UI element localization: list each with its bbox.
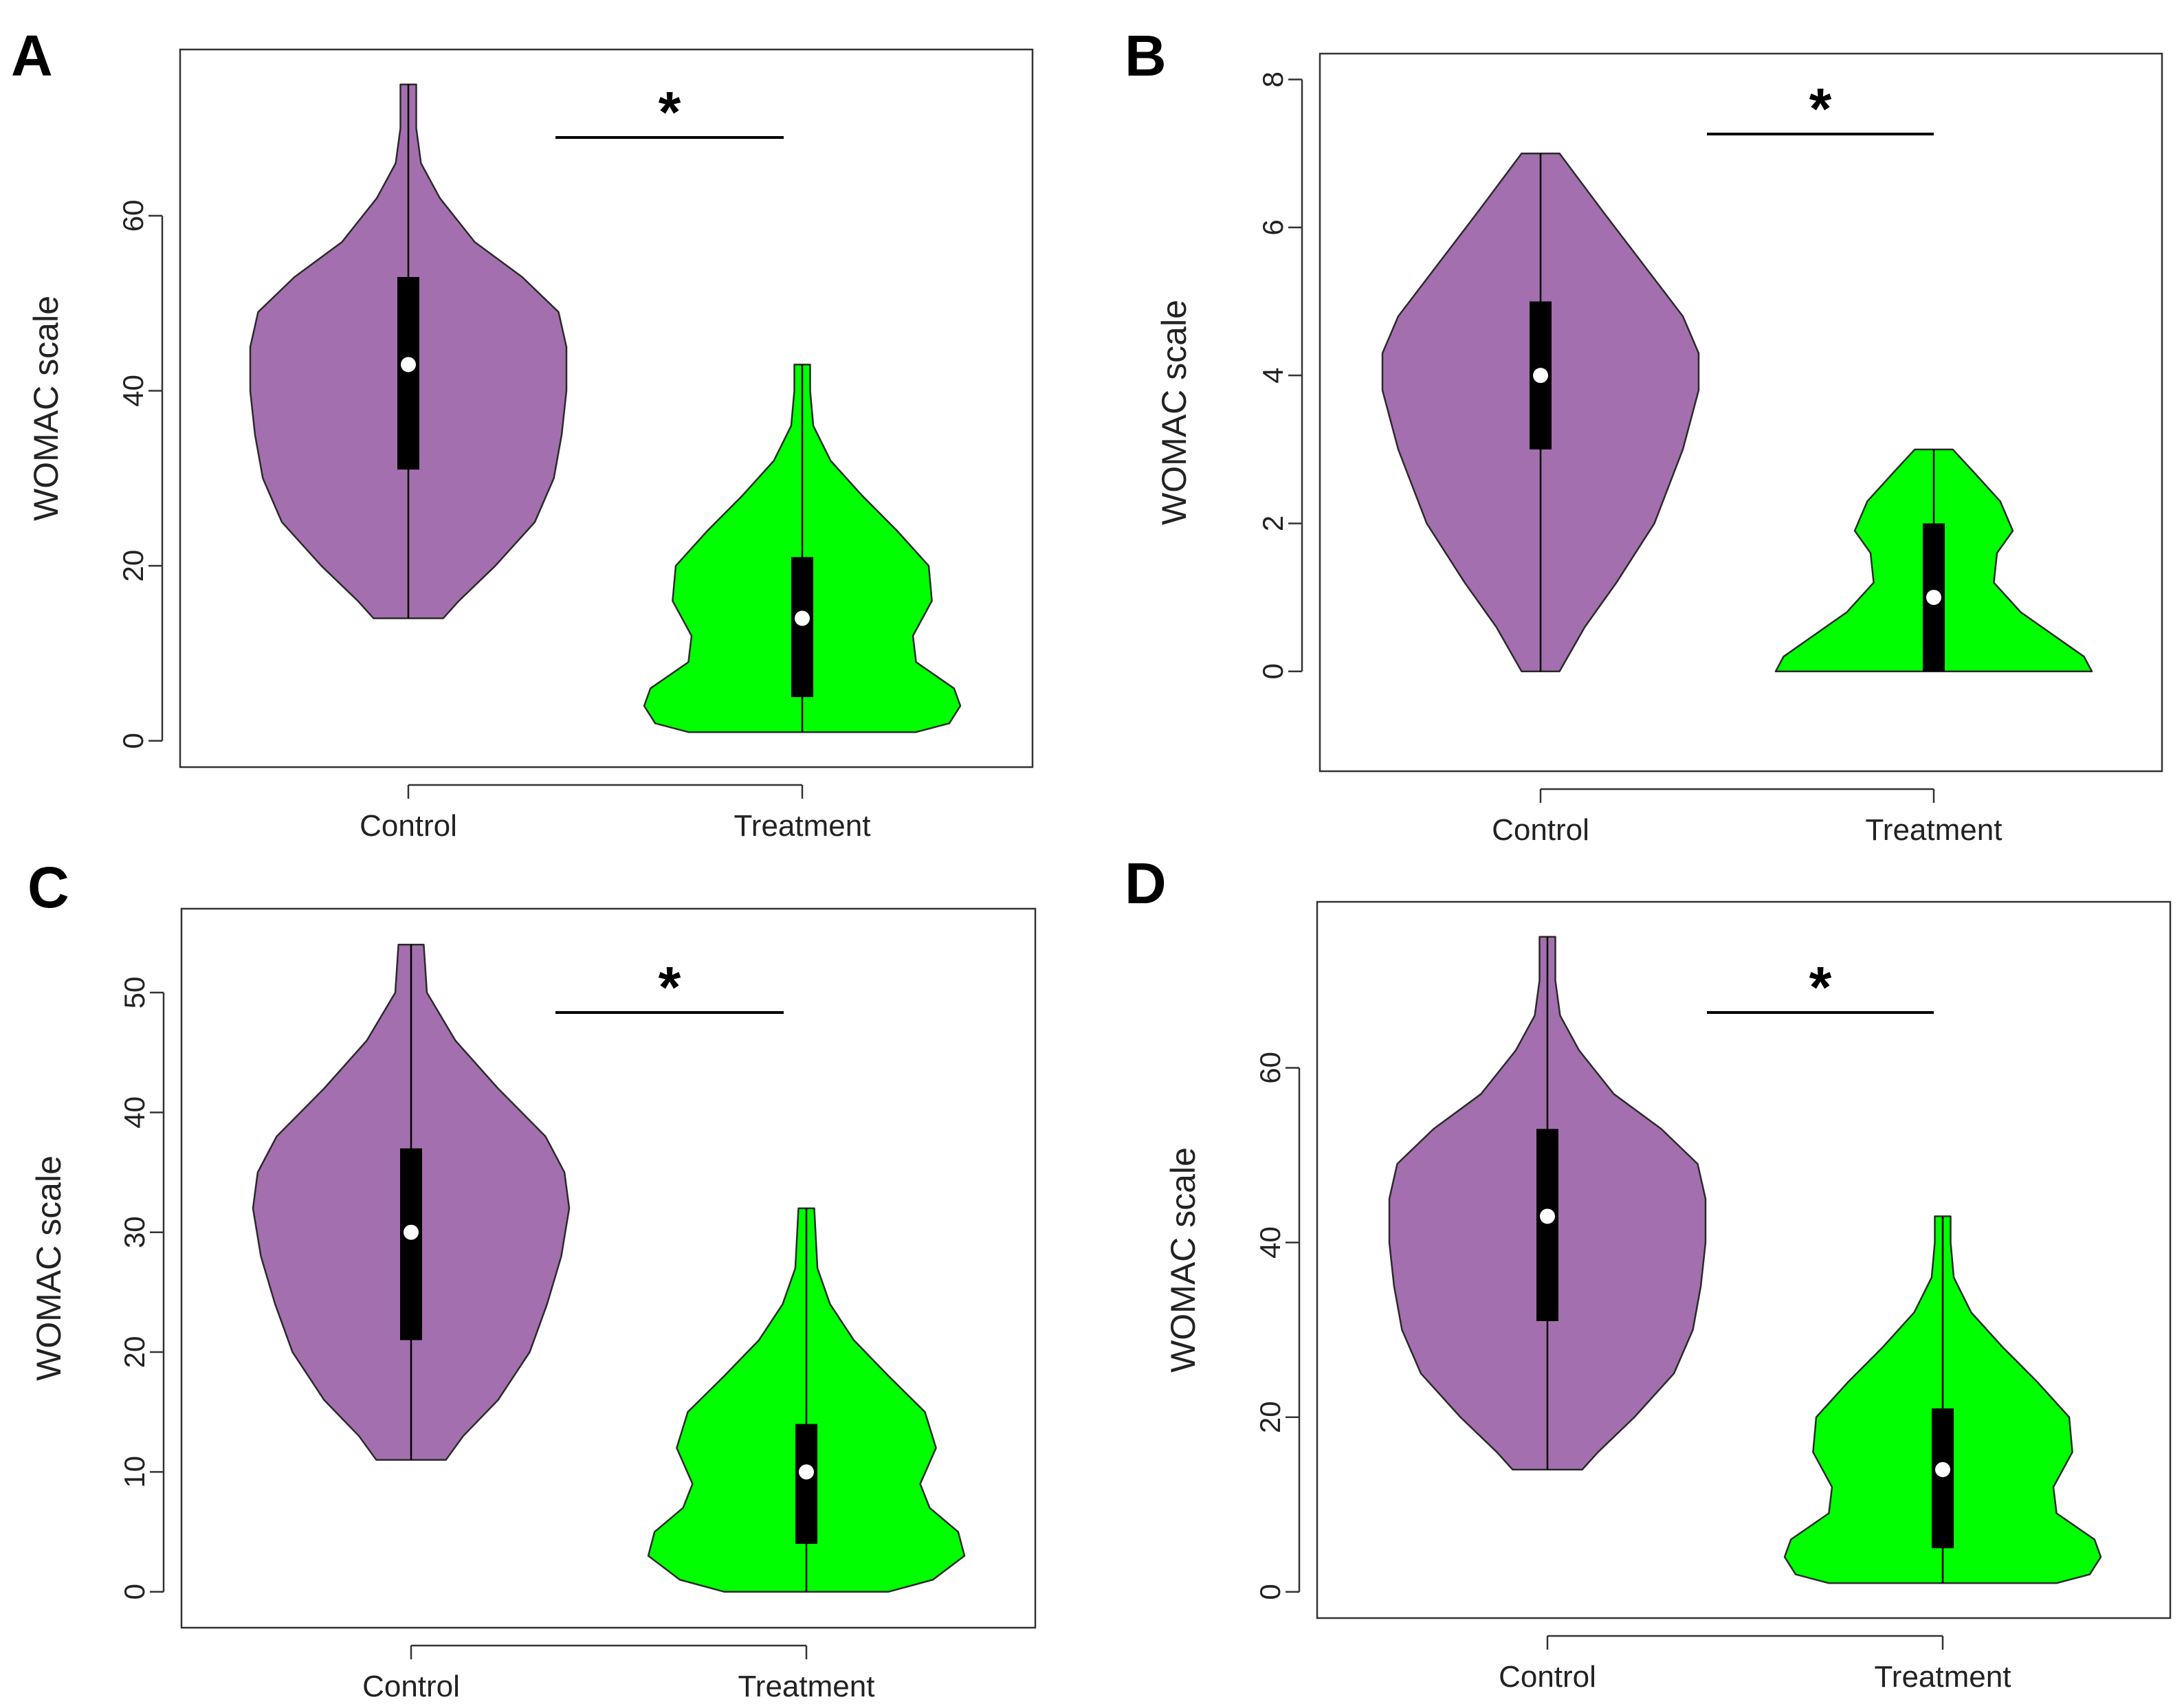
x-tick-label: Control (360, 809, 457, 843)
panel-D: D 0 20 40 60 WOMAC scale Control Treatment * (1125, 851, 2172, 1694)
significance-star: * (1809, 76, 1832, 141)
plot-frame (180, 907, 1037, 1629)
panel-letter: C (27, 855, 69, 920)
violin-treatment (647, 1207, 966, 1593)
y-axis-label: WOMAC scale (1155, 300, 1193, 525)
violin-median-dot (1926, 590, 1941, 606)
y-tick-label: 20 (1254, 1401, 1286, 1433)
x-tick-label: Treatment (738, 1670, 875, 1703)
y-tick-label: 30 (118, 1216, 151, 1248)
violin-median-dot (401, 357, 416, 373)
y-tick-label: 50 (118, 977, 151, 1009)
x-tick-label: Control (1499, 1660, 1596, 1694)
violin-iqr-box (795, 1424, 817, 1544)
significance-star: * (1809, 955, 1832, 1019)
y-tick-label: 0 (118, 1584, 151, 1600)
violin-control (1381, 153, 1700, 672)
violin-treatment (1774, 448, 2093, 672)
y-tick-label: 40 (1254, 1226, 1286, 1259)
violin-iqr-box (791, 557, 813, 698)
x-tick-label: Control (1492, 813, 1589, 847)
violin-iqr-box (397, 277, 419, 470)
violin-treatment (1783, 1215, 2102, 1584)
violin-treatment (643, 364, 962, 733)
y-axis-label: WOMAC scale (27, 296, 65, 521)
violin-iqr-box (1932, 1408, 1954, 1549)
y-tick-label: 0 (1254, 1584, 1286, 1600)
plot-frame (179, 48, 1034, 768)
y-tick-label: 6 (1257, 219, 1289, 235)
x-tick-label: Control (362, 1670, 460, 1703)
y-tick-label: 10 (118, 1456, 151, 1488)
plot-frame (1316, 900, 2172, 1619)
panel-A: A 0 20 40 60 WOMAC scale Control Treatment * (11, 23, 1034, 843)
x-tick-label: Treatment (1866, 813, 2003, 847)
x-tick-label: Treatment (1875, 1660, 2011, 1694)
y-tick-label: 20 (117, 550, 149, 582)
significance-star: * (659, 80, 681, 144)
y-tick-label: 8 (1257, 71, 1289, 87)
y-tick-label: 40 (117, 375, 149, 407)
panel-B: B 0 2 4 6 8 WOMAC scale Control Treatment * (1125, 23, 2163, 847)
y-axis-label: WOMAC scale (30, 1155, 68, 1381)
panel-letter: D (1125, 851, 1167, 916)
y-tick-label: 0 (1257, 663, 1289, 679)
violin-median-dot (1935, 1461, 1950, 1477)
violin-control (249, 83, 568, 619)
y-tick-label: 60 (1254, 1052, 1286, 1084)
panel-C: C 0 10 20 30 40 50 WOMAC scale Control Treatment * (27, 855, 1037, 1703)
plot-frame (1319, 52, 2163, 773)
panel-letter: A (11, 23, 53, 88)
violin-median-dot (1533, 368, 1548, 384)
violin-control (1388, 936, 1707, 1471)
y-tick-label: 40 (118, 1096, 151, 1129)
violin-median-dot (795, 610, 810, 626)
violin-median-dot (799, 1464, 814, 1480)
violin-iqr-box (1536, 1129, 1558, 1321)
violin-median-dot (1540, 1208, 1555, 1224)
violin-median-dot (404, 1224, 419, 1240)
y-tick-label: 0 (117, 733, 149, 749)
panel-letter: B (1125, 23, 1167, 88)
y-tick-label: 60 (117, 200, 149, 232)
violin-control (252, 944, 571, 1461)
y-tick-label: 4 (1257, 368, 1289, 384)
x-tick-label: Treatment (734, 809, 871, 843)
y-tick-label: 2 (1257, 516, 1289, 531)
y-tick-label: 20 (118, 1336, 151, 1369)
y-axis-label: WOMAC scale (1164, 1147, 1202, 1373)
significance-star: * (659, 955, 681, 1019)
violin-iqr-box (400, 1148, 422, 1340)
